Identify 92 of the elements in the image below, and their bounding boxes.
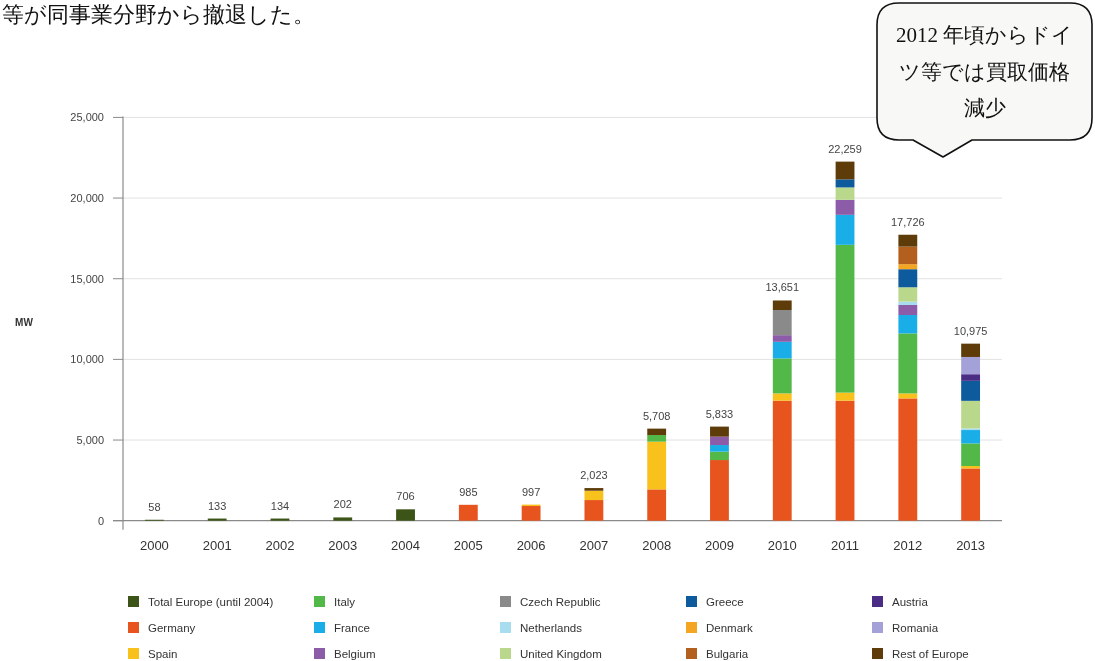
- bar: [521, 506, 541, 521]
- text: 等が同事業分野から撤退した。: [2, 2, 315, 27]
- bar: [898, 305, 918, 316]
- x-tick-label: 2002: [265, 538, 295, 553]
- y-tick-label: 10,000: [70, 353, 104, 366]
- total-label: 2,023: [580, 469, 608, 482]
- y-axis-title: MW: [15, 317, 34, 328]
- bar: [710, 426, 729, 437]
- x-tick-label: 2013: [956, 538, 986, 553]
- total-label: 706: [396, 490, 415, 503]
- total-label: 5,833: [705, 407, 734, 420]
- total-label: 997: [521, 485, 541, 498]
- bar: [710, 445, 729, 452]
- legend-label: Belgium: [334, 648, 376, 660]
- bar: [710, 451, 729, 461]
- bar: [898, 287, 918, 302]
- total-label: 17,726: [890, 215, 925, 228]
- bar: [647, 428, 667, 436]
- x-tick-label: 2005: [453, 538, 483, 553]
- annotation: 2012 年頃からドイツ等では買取価格減少: [895, 23, 1074, 120]
- bar: [647, 441, 667, 490]
- bar: [961, 468, 981, 521]
- legend-label: Bulgaria: [706, 648, 749, 660]
- x-tick-label: 2003: [328, 538, 358, 553]
- total-label: 5,708: [642, 409, 671, 422]
- bar: [898, 393, 918, 399]
- x-tick-label: 2000: [139, 538, 169, 553]
- total-label: 202: [333, 498, 352, 511]
- bar: [835, 161, 855, 180]
- y-tick-label: 0: [97, 514, 104, 527]
- bar: [207, 518, 227, 521]
- bar: [835, 244, 855, 393]
- bar: [710, 436, 729, 446]
- bar: [584, 500, 604, 521]
- legend-label: Denmark: [706, 622, 753, 634]
- bar: [898, 333, 918, 394]
- total-label: 58: [148, 500, 161, 513]
- bar: [584, 490, 604, 501]
- bar: [835, 179, 855, 188]
- legend-label: Romania: [892, 622, 939, 634]
- legend-label: Netherlands: [520, 622, 583, 634]
- bar: [835, 400, 855, 521]
- legend-label: Italy: [334, 596, 356, 608]
- bar: [647, 489, 667, 521]
- legend-label: Czech Republic: [520, 596, 601, 608]
- bar: [458, 504, 478, 521]
- x-tick-label: 2012: [893, 538, 923, 553]
- y-tick-label: 15,000: [70, 272, 104, 285]
- x-tick-label: 2004: [391, 538, 420, 553]
- x-tick-label: 2011: [831, 538, 860, 553]
- bar: [898, 315, 918, 334]
- total-label: 10,975: [953, 324, 988, 337]
- x-tick-label: 2009: [705, 538, 734, 553]
- bar: [835, 392, 855, 401]
- y-tick-label: 5,000: [76, 434, 104, 447]
- bar: [772, 335, 792, 342]
- legend-label: Austria: [892, 596, 929, 608]
- legend-label: France: [334, 622, 370, 634]
- total-label: 13,651: [765, 281, 800, 294]
- x-tick-label: 2007: [579, 538, 609, 553]
- bar: [835, 214, 855, 245]
- legend-label: Rest of Europe: [892, 648, 969, 660]
- x-tick-label: 2010: [767, 538, 797, 553]
- bar: [333, 517, 353, 521]
- bar: [961, 430, 981, 444]
- total-label: 22,259: [828, 142, 862, 155]
- total-label: 985: [459, 485, 478, 498]
- y-tick-label: 25,000: [70, 111, 104, 124]
- legend-label: Total Europe (until 2004): [148, 596, 274, 608]
- legend-label: United Kingdom: [520, 648, 602, 660]
- bar: [584, 488, 604, 491]
- bar: [647, 435, 667, 442]
- x-tick-label: 2008: [642, 538, 672, 553]
- x-tick-label: 2006: [516, 538, 546, 553]
- y-tick-label: 20,000: [70, 192, 104, 205]
- x-tick-label: 2001: [202, 538, 232, 553]
- bar: [898, 398, 918, 521]
- bar: [772, 393, 792, 401]
- bar: [772, 400, 792, 521]
- bar: [772, 341, 792, 359]
- total-label: 133: [208, 499, 227, 512]
- bar: [835, 187, 855, 200]
- legend-label: Spain: [148, 648, 178, 660]
- bar: [396, 509, 415, 521]
- legend-label: Germany: [148, 622, 196, 634]
- bar: [835, 199, 855, 215]
- total-label: 134: [270, 499, 290, 512]
- bar: [961, 400, 981, 429]
- legend-label: Greece: [706, 596, 744, 608]
- bar: [772, 358, 792, 394]
- bar: [710, 460, 729, 521]
- bar: [961, 443, 981, 467]
